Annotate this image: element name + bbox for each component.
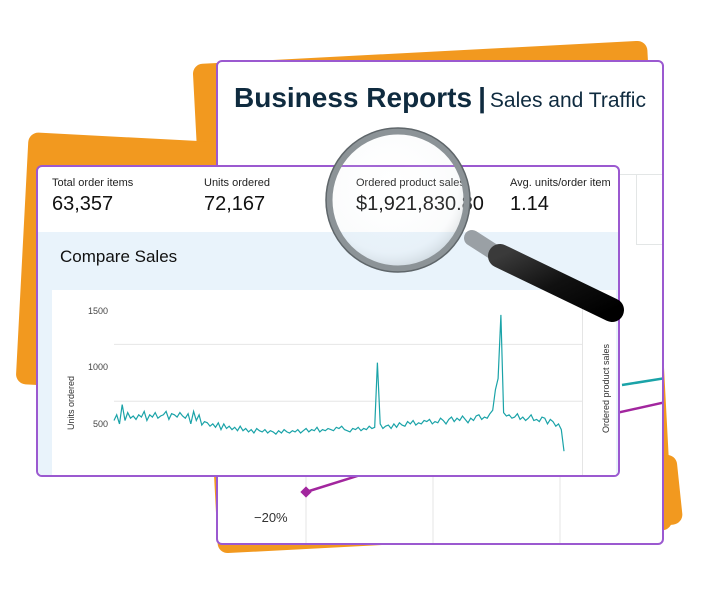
title-separator: |	[478, 82, 486, 113]
metric-value: 72,167	[204, 193, 266, 215]
metric-value: 63,357	[52, 193, 114, 215]
units-ordered-line-chart	[113, 314, 582, 452]
metric-label: Avg. units/order item	[510, 177, 611, 189]
series-line-units-ordered	[113, 314, 565, 452]
back-series-teal	[621, 377, 662, 387]
metric-label: Ordered product sales	[356, 177, 465, 189]
y-tick-label: 1500	[87, 306, 108, 316]
metric-label: Units ordered	[204, 177, 271, 189]
metric-label: Total order items	[52, 177, 134, 189]
y-tick-label: 1000	[87, 362, 108, 372]
back-series-marker	[300, 486, 312, 498]
metric-ordered-product-sales: Ordered product sales $1,921,830.80	[356, 177, 484, 216]
compare-sales-chart: 1500 1000 500 Units ordered Ordered prod…	[52, 290, 616, 475]
page-subtitle: Sales and Traffic	[489, 89, 646, 112]
side-tab[interactable]	[636, 174, 662, 245]
page-title-main: Business Reports	[234, 82, 473, 113]
chart-divider	[582, 290, 583, 475]
back-y-tick: −20%	[254, 510, 288, 525]
compare-sales-title: Compare Sales	[60, 247, 178, 266]
page-title: Business Reports | Sales and Traffic	[234, 82, 646, 114]
metric-total-order-items: Total order items 63,357	[52, 177, 133, 216]
sales-summary-card: Total order items 63,357 Units ordered 7…	[36, 165, 620, 477]
y-axis-label-right: Ordered product sales	[601, 343, 611, 433]
metric-value: 1.14	[510, 193, 549, 215]
compare-sales-panel: Compare Sales 1500 1000 500 Units ordere…	[38, 232, 618, 475]
y-tick-label: 500	[92, 419, 108, 429]
metric-avg-units-per-order-item: Avg. units/order item 1.14	[510, 177, 611, 216]
metric-value: $1,921,830.80	[356, 193, 484, 215]
metric-units-ordered: Units ordered 72,167	[204, 177, 270, 216]
